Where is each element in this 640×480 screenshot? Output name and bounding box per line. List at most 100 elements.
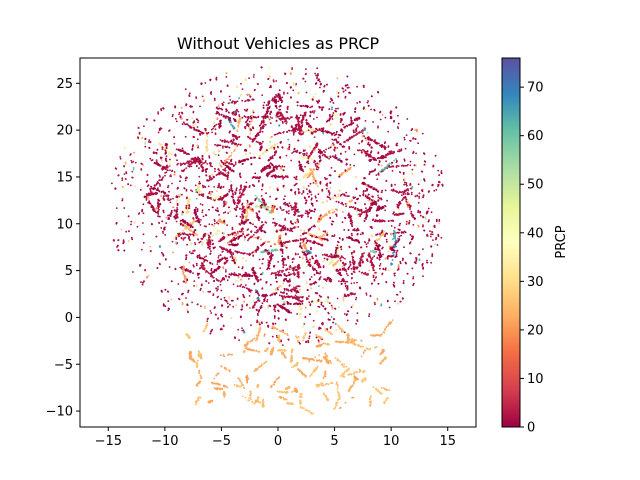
- scatter-point: [354, 119, 356, 122]
- scatter-point: [165, 222, 168, 225]
- scatter-point: [336, 141, 338, 144]
- scatter-point: [347, 214, 350, 217]
- scatter-point: [324, 214, 326, 217]
- scatter-point: [362, 252, 364, 255]
- scatter-point: [375, 174, 378, 177]
- scatter-point: [222, 115, 225, 118]
- scatter-point: [351, 199, 353, 202]
- scatter-point: [267, 249, 270, 252]
- scatter-point: [391, 247, 394, 250]
- scatter-point: [339, 143, 341, 146]
- scatter-point: [336, 118, 339, 120]
- scatter-point: [214, 269, 216, 272]
- scatter-point: [405, 182, 408, 184]
- scatter-point: [281, 175, 284, 177]
- scatter-point: [357, 125, 359, 128]
- scatter-point: [201, 184, 204, 187]
- scatter-point: [296, 275, 299, 278]
- scatter-point: [282, 282, 285, 285]
- scatter-point: [285, 268, 288, 271]
- scatter-point: [244, 159, 247, 161]
- scatter-point: [215, 278, 218, 280]
- scatter-point: [394, 190, 397, 193]
- scatter-point: [398, 235, 401, 238]
- scatter-point: [338, 280, 340, 282]
- scatter-point: [229, 117, 232, 120]
- scatter-point: [261, 302, 264, 305]
- scatter-point: [209, 162, 212, 165]
- scatter-point: [251, 98, 254, 101]
- scatter-point: [374, 188, 376, 191]
- scatter-point: [350, 253, 353, 255]
- scatter-point: [336, 130, 338, 133]
- scatter-point: [321, 237, 323, 240]
- scatter-point: [283, 118, 286, 120]
- scatter-point: [289, 229, 291, 232]
- scatter-point: [269, 171, 271, 174]
- scatter-point: [295, 302, 298, 305]
- scatter-point: [393, 211, 395, 214]
- scatter-point: [410, 210, 413, 213]
- scatter-point: [282, 269, 285, 272]
- scatter-point: [183, 168, 186, 171]
- scatter-point: [235, 206, 238, 209]
- scatter-point: [216, 289, 219, 292]
- scatter-point: [235, 274, 238, 277]
- scatter-point: [375, 239, 378, 242]
- scatter-point: [239, 273, 242, 276]
- scatter-point: [280, 101, 283, 104]
- scatter-point: [286, 116, 289, 119]
- scatter-point: [176, 208, 179, 211]
- scatter-point: [221, 195, 224, 198]
- scatter-point: [322, 215, 325, 218]
- scatter-point: [300, 296, 302, 298]
- scatter-point: [319, 272, 321, 275]
- scatter-point: [368, 155, 370, 158]
- scatter-point: [352, 206, 355, 209]
- scatter-point: [302, 242, 304, 244]
- scatter-point: [183, 275, 186, 277]
- scatter-point: [217, 222, 220, 225]
- scatter-point: [225, 140, 228, 143]
- scatter-point: [296, 289, 299, 292]
- scatter-point: [211, 199, 214, 202]
- scatter-point: [256, 297, 259, 300]
- scatter-point: [243, 286, 246, 289]
- scatter-point: [265, 251, 268, 254]
- scatter-point: [361, 271, 364, 274]
- scatter-point: [190, 158, 193, 160]
- scatter-point: [305, 261, 308, 263]
- scatter-point: [227, 116, 230, 118]
- scatter-point: [188, 165, 191, 168]
- scatter-point: [240, 252, 242, 254]
- scatter-point: [340, 280, 342, 283]
- scatter-point: [218, 198, 221, 201]
- scatter-point: [223, 247, 225, 250]
- scatter-point: [341, 145, 344, 148]
- scatter-point: [313, 159, 316, 162]
- scatter-point: [326, 182, 329, 185]
- scatter-point: [241, 208, 243, 211]
- scatter-point: [356, 124, 359, 126]
- scatter-point: [232, 127, 235, 130]
- scatter-point: [266, 167, 268, 170]
- scatter-point: [188, 233, 191, 235]
- scatter-point: [305, 210, 307, 212]
- scatter-point: [201, 257, 203, 260]
- scatter-point: [398, 228, 401, 231]
- scatter-point: [260, 147, 263, 150]
- scatter-point: [261, 125, 264, 128]
- scatter-point: [212, 276, 215, 279]
- scatter-point: [294, 294, 297, 297]
- scatter-point: [274, 288, 277, 290]
- scatter-point: [252, 127, 255, 130]
- scatter-point: [245, 212, 247, 215]
- scatter-point: [329, 146, 332, 149]
- scatter-point: [304, 246, 307, 249]
- scatter-point: [164, 158, 167, 160]
- scatter-point: [325, 130, 328, 133]
- scatter-point: [328, 194, 331, 196]
- scatter-point: [299, 303, 302, 306]
- scatter-point: [222, 168, 225, 171]
- scatter-point: [284, 228, 287, 231]
